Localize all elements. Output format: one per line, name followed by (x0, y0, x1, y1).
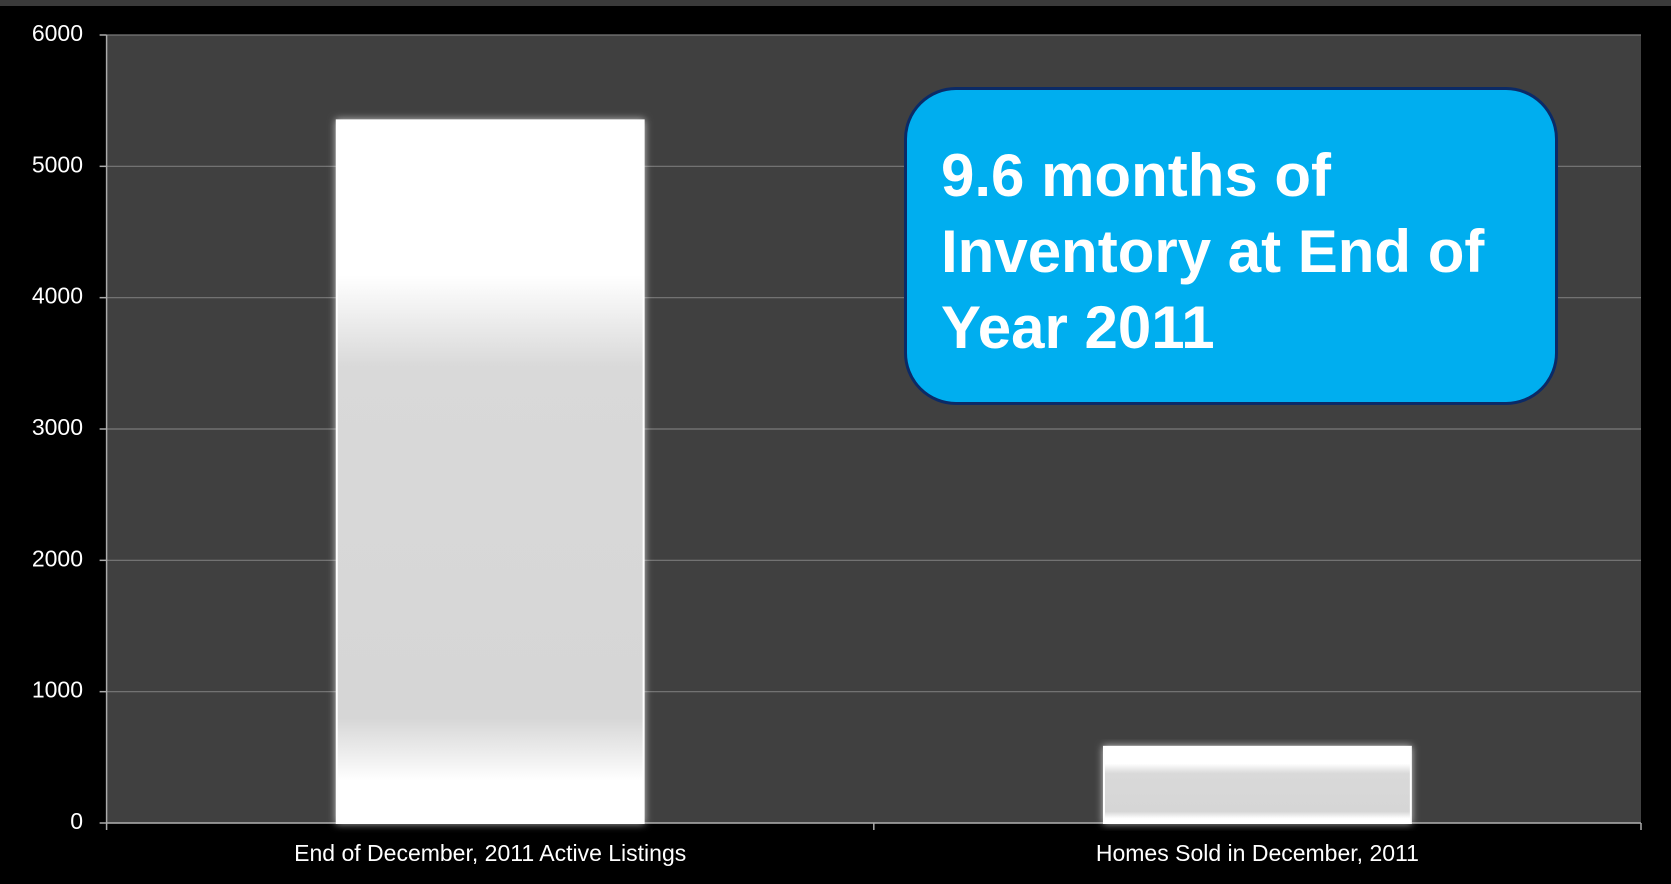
y-tick-label: 1000 (32, 677, 83, 703)
bar (1102, 745, 1412, 824)
y-tick-label: 0 (70, 808, 83, 834)
y-tick-label: 5000 (32, 151, 83, 177)
y-tick-label: 4000 (32, 283, 83, 309)
x-tick-label: End of December, 2011 Active Listings (294, 840, 686, 866)
x-tick-label: Homes Sold in December, 2011 (1096, 840, 1419, 866)
y-tick-label: 6000 (32, 20, 83, 46)
y-tick-label: 3000 (32, 414, 83, 440)
bar (335, 119, 645, 825)
annotation: 9.6 months of Inventory at End of Year 2… (904, 87, 1558, 405)
y-tick-label: 2000 (32, 545, 83, 571)
frame (0, 0, 1671, 6)
